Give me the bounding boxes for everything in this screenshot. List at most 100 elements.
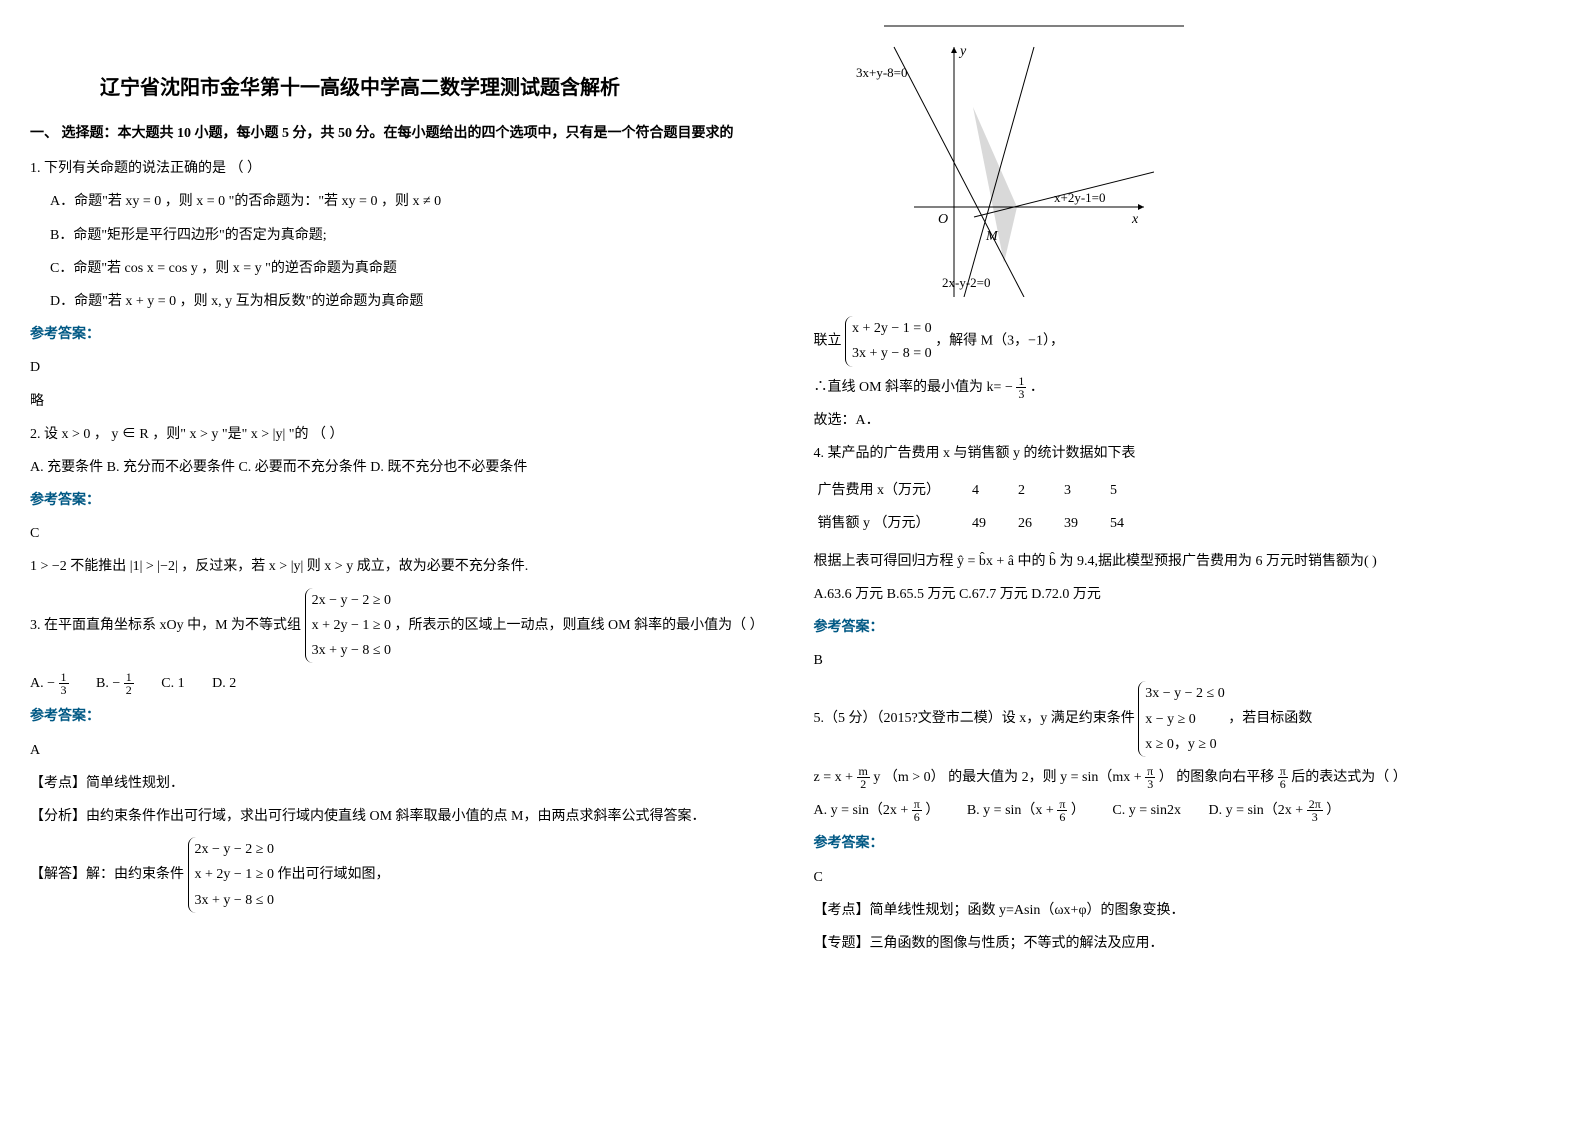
q4-ans-label: 参考答案： bbox=[814, 615, 1558, 640]
q3-opt-a-frac: 13 bbox=[59, 671, 69, 696]
q3-ans-label: 参考答案： bbox=[30, 704, 774, 729]
q5-sys-1: 3x − y − 2 ≤ 0 bbox=[1145, 681, 1224, 706]
q5-ob-t: y = sin（x + bbox=[983, 803, 1057, 818]
q1-exp: 略 bbox=[30, 389, 774, 414]
q5-oa-e: ） bbox=[925, 803, 939, 818]
q1-opt-c: C．命题"若 cos x = cos y ，则 x = y "的逆否命题为真命题 bbox=[50, 256, 774, 281]
q4-ans: B bbox=[814, 648, 1558, 673]
q5-line2: z = x + m2 y （m > 0） 的最大值为 2，则 y = sin（m… bbox=[814, 765, 1558, 790]
q4-stem: 4. 某产品的广告费用 x 与销售额 y 的统计数据如下表 bbox=[814, 441, 1558, 466]
svg-text:x: x bbox=[1131, 212, 1139, 227]
q5-oa-frac: π6 bbox=[912, 798, 922, 823]
q3-jd: 【解答】解：由约束条件 2x − y − 2 ≥ 0 x + 2y − 1 ≥ … bbox=[30, 837, 774, 913]
q5-ob-e: ） bbox=[1071, 803, 1085, 818]
q3-ans: A bbox=[30, 738, 774, 763]
q4-r2-c0: 销售额 y （万元） bbox=[814, 507, 969, 540]
q1-ans-label: 参考答案： bbox=[30, 322, 774, 347]
q5-zt: 【专题】三角函数的图像与性质；不等式的解法及应用． bbox=[814, 931, 1558, 956]
q3-jd-a: 【解答】解：由约束条件 bbox=[30, 867, 184, 882]
q3-sys-3: 3x + y − 8 ≤ 0 bbox=[312, 638, 391, 663]
q3-jd-sys-3: 3x + y − 8 ≤ 0 bbox=[195, 888, 274, 913]
svg-text:M: M bbox=[985, 229, 999, 244]
q3-lz: 联立 x + 2y − 1 = 0 3x + y − 8 = 0 ，解得 M（3… bbox=[814, 316, 1558, 366]
q3-lz-a: 联立 bbox=[814, 334, 842, 349]
q5-ob-l: B. bbox=[967, 803, 980, 818]
section-1: 一、 选择题：本大题共 10 小题，每小题 5 分，共 50 分。在每小题给出的… bbox=[30, 121, 774, 146]
q3-opt-a-label: A. bbox=[30, 676, 44, 691]
q3-lz-sys-1: x + 2y − 1 = 0 bbox=[852, 316, 932, 341]
q3-stem-a: 3. 在平面直角坐标系 xOy 中，M 为不等式组 bbox=[30, 618, 301, 633]
q3-lz-system: x + 2y − 1 = 0 3x + y − 8 = 0 bbox=[845, 316, 932, 366]
q4-r1-c2: 2 bbox=[1014, 474, 1060, 507]
q2-opts: A. 充要条件 B. 充分而不必要条件 C. 必要而不充分条件 D. 既不充分也… bbox=[30, 455, 774, 480]
q3-options: A. − 13 B. − 12 C. 1 D. 2 bbox=[30, 671, 774, 696]
q4-opts: A.63.6 万元 B.65.5 万元 C.67.7 万元 D.72.0 万元 bbox=[814, 582, 1558, 607]
q3-conc-b: ． bbox=[1030, 380, 1044, 395]
q3-opt-d: D. 2 bbox=[212, 671, 236, 696]
q5-oa-l: A. bbox=[814, 803, 828, 818]
q3-fx: 【分析】由约束条件作出可行域，求出可行域内使直线 OM 斜率取最小值的点 M，由… bbox=[30, 804, 774, 829]
svg-text:O: O bbox=[938, 212, 948, 227]
q3-conc: ∴直线 OM 斜率的最小值为 k= − 13 ． bbox=[814, 375, 1558, 400]
q4-r1-c4: 5 bbox=[1106, 474, 1152, 507]
q4-r2-c1: 49 bbox=[968, 507, 1014, 540]
q5-l2-a: z = x + bbox=[814, 770, 857, 785]
q5-stem-a: 5.（5 分）（2015?文登市二模）设 x，y 满足约束条件 bbox=[814, 711, 1135, 726]
q2-stem: 2. 设 x > 0 ， y ∈ R ，则" x > y "是" x > |y|… bbox=[30, 422, 774, 447]
q5-options: A. y = sin（2x + π6 ） B. y = sin（x + π6 ）… bbox=[814, 798, 1558, 823]
q3-jd-sys-2: x + 2y − 1 ≥ 0 bbox=[195, 862, 274, 887]
q3-sys-2: x + 2y − 1 ≥ 0 bbox=[312, 613, 391, 638]
q5-sys-3: x ≥ 0，y ≥ 0 bbox=[1145, 732, 1224, 757]
q3-sys-1: 2x − y − 2 ≥ 0 bbox=[312, 588, 391, 613]
q5-oc: C. y = sin2x bbox=[1112, 798, 1181, 823]
q4-r2-c2: 26 bbox=[1014, 507, 1060, 540]
q5-ans: C bbox=[814, 865, 1558, 890]
q5-sys-2: x − y ≥ 0 bbox=[1145, 707, 1224, 732]
q5-oa-t: y = sin（2x + bbox=[831, 803, 912, 818]
q3-opt-b-label: B. bbox=[96, 676, 109, 691]
q4-r2-c4: 54 bbox=[1106, 507, 1152, 540]
q5-l2-d: 后的表达式为（ ） bbox=[1291, 770, 1407, 785]
q3-jd-system: 2x − y − 2 ≥ 0 x + 2y − 1 ≥ 0 3x + y − 8… bbox=[188, 837, 274, 913]
q3-lz-b: ，解得 M（3，−1）， bbox=[935, 334, 1064, 349]
q1-opt-a: A．命题"若 xy = 0 ，则 x = 0 "的否命题为："若 xy = 0 … bbox=[50, 189, 774, 214]
q5-stem: 5.（5 分）（2015?文登市二模）设 x，y 满足约束条件 3x − y −… bbox=[814, 681, 1558, 757]
svg-text:y: y bbox=[958, 44, 967, 59]
q4-r1-c1: 4 bbox=[968, 474, 1014, 507]
q3-conc-frac: 13 bbox=[1016, 375, 1026, 400]
q5-pi6-frac: π6 bbox=[1278, 765, 1288, 790]
q3-stem: 3. 在平面直角坐标系 xOy 中，M 为不等式组 2x − y − 2 ≥ 0… bbox=[30, 588, 774, 664]
q3-opt-b-frac: 12 bbox=[124, 671, 134, 696]
svg-text:2x-y-2=0: 2x-y-2=0 bbox=[942, 275, 991, 290]
svg-text:x+2y-1=0: x+2y-1=0 bbox=[1054, 190, 1106, 205]
q5-od-frac: 2π3 bbox=[1307, 798, 1323, 823]
q5-l2-b: y （m > 0） 的最大值为 2，则 y = sin（mx + bbox=[873, 770, 1145, 785]
q3-jd-sys-1: 2x − y − 2 ≥ 0 bbox=[195, 837, 274, 862]
table-row: 广告费用 x（万元） 4 2 3 5 bbox=[814, 474, 1153, 507]
q4-r2-c3: 39 bbox=[1060, 507, 1106, 540]
svg-text:3x+y-8=0: 3x+y-8=0 bbox=[856, 65, 908, 80]
q2-stem-a: 2. 设 x > 0 ， bbox=[30, 427, 108, 442]
q1-opt-d: D．命题"若 x + y = 0 ，则 x, y 互为相反数"的逆命题为真命题 bbox=[50, 289, 774, 314]
q2-stem-b: y ∈ R ，则" x > y "是" x > |y| "的 （ ） bbox=[111, 427, 343, 442]
q1-opt-b: B．命题"矩形是平行四边形"的否定为真命题; bbox=[50, 223, 774, 248]
q3-jd-b: 作出可行域如图， bbox=[277, 867, 389, 882]
q3-chart: O y x M 3x+y-8=0 x+2y-1=0 2x-y-2=0 bbox=[854, 37, 1518, 306]
q3-kd: 【考点】简单线性规划． bbox=[30, 771, 774, 796]
q5-system: 3x − y − 2 ≤ 0 x − y ≥ 0 x ≥ 0，y ≥ 0 bbox=[1138, 681, 1224, 757]
q5-stem-b: ，若目标函数 bbox=[1228, 711, 1312, 726]
table-row: 销售额 y （万元） 49 26 39 54 bbox=[814, 507, 1153, 540]
q3-opt-c: C. 1 bbox=[161, 671, 184, 696]
q5-od-l: D. bbox=[1208, 803, 1222, 818]
q3-lz-sys-2: 3x + y − 8 = 0 bbox=[852, 341, 932, 366]
q4-line2: 根据上表可得回归方程 ŷ = b̂x + â 中的 b̂ 为 9.4,据此模型预… bbox=[814, 549, 1558, 574]
column-divider bbox=[884, 25, 1184, 27]
q5-pi3-frac: π3 bbox=[1145, 765, 1155, 790]
q5-od-e: ） bbox=[1326, 803, 1340, 818]
q5-m-frac: m2 bbox=[857, 765, 870, 790]
q5-od-t: y = sin（2x + bbox=[1226, 803, 1307, 818]
q5-ans-label: 参考答案： bbox=[814, 831, 1558, 856]
q4-table: 广告费用 x（万元） 4 2 3 5 销售额 y （万元） 49 26 39 5… bbox=[814, 474, 1153, 540]
q2-ans: C bbox=[30, 521, 774, 546]
page-title: 辽宁省沈阳市金华第十一高级中学高二数学理测试题含解析 bbox=[100, 70, 774, 106]
